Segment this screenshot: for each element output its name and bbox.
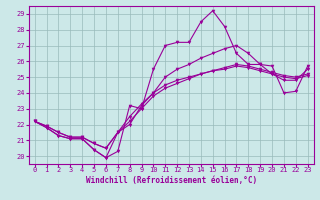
X-axis label: Windchill (Refroidissement éolien,°C): Windchill (Refroidissement éolien,°C) bbox=[86, 176, 257, 185]
